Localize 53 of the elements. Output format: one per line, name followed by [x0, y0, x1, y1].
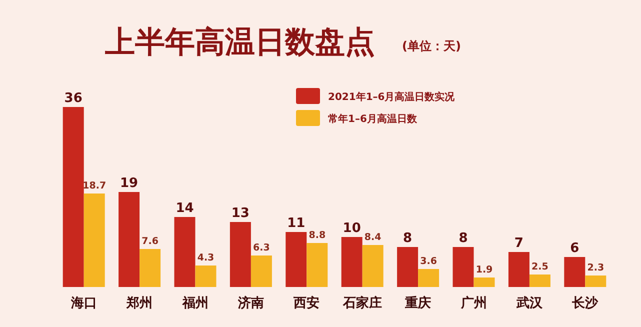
data-label: 1.9: [476, 264, 493, 276]
data-label: 7.6: [142, 236, 159, 247]
data-label: 6.3: [253, 242, 270, 254]
x-tick-label: 石家庄: [342, 295, 382, 311]
data-label: 4.3: [197, 252, 214, 264]
data-label: 8: [403, 231, 412, 246]
legend-label: 常年1–6月高温日数: [328, 113, 418, 125]
x-tick-label: 长沙: [571, 296, 600, 311]
bar: [84, 194, 105, 287]
bar: [418, 269, 440, 287]
legend-label: 2021年1–6月高温日数实况: [328, 91, 456, 103]
x-tick-label: 重庆: [404, 295, 432, 311]
bar: [452, 247, 474, 287]
data-label: 10: [342, 221, 361, 236]
data-label: 8: [458, 231, 468, 246]
bar: [306, 243, 328, 287]
data-label: 8.4: [364, 232, 382, 243]
data-label: 14: [176, 201, 194, 216]
bar: [564, 257, 586, 287]
chart-subtitle: (单位：天): [402, 39, 461, 53]
chart-title: 上半年高温日数盘点: [104, 25, 375, 60]
data-label: 36: [64, 91, 82, 106]
bar: [286, 232, 307, 287]
data-label: 2.3: [587, 262, 604, 274]
bar: [397, 247, 418, 287]
bar: [529, 274, 550, 287]
data-label: 19: [120, 176, 138, 191]
bar: [585, 276, 606, 287]
data-label: 6: [570, 241, 580, 256]
data-label: 13: [231, 206, 250, 221]
bar: [362, 245, 384, 287]
x-tick-label: 西安: [292, 295, 320, 311]
bar: [195, 266, 216, 287]
bar: [62, 107, 84, 287]
bar: [474, 278, 495, 287]
bar: [508, 252, 530, 287]
data-label: 2.5: [532, 262, 548, 272]
data-label: 3.6: [420, 256, 438, 267]
x-tick-label: 海口: [70, 296, 97, 311]
bar: [174, 217, 196, 287]
data-label: 11: [287, 216, 306, 231]
bar: [341, 237, 362, 287]
bar: [118, 192, 140, 287]
x-tick-label: 郑州: [126, 296, 153, 311]
x-tick-label: 广州: [460, 295, 487, 311]
bar: [140, 249, 161, 287]
data-label: 7: [514, 236, 524, 251]
x-tick-label: 武汉: [515, 296, 544, 311]
x-tick-label: 济南: [236, 295, 264, 311]
x-tick-label: 福州: [181, 295, 208, 311]
data-label: 8.8: [308, 230, 326, 241]
bar: [250, 256, 272, 287]
bar: [230, 222, 251, 287]
